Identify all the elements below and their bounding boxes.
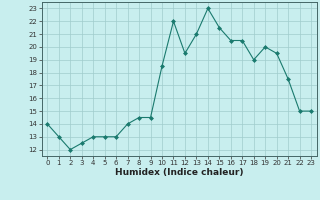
X-axis label: Humidex (Indice chaleur): Humidex (Indice chaleur) bbox=[115, 168, 244, 177]
